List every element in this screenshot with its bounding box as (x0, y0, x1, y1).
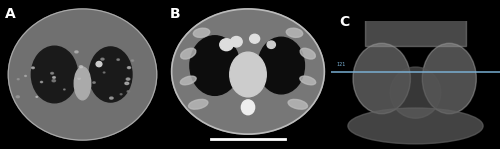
Ellipse shape (250, 34, 260, 43)
Ellipse shape (390, 67, 441, 118)
Text: A: A (5, 7, 15, 21)
Ellipse shape (89, 47, 132, 102)
Ellipse shape (127, 91, 130, 92)
Ellipse shape (242, 100, 254, 115)
Ellipse shape (104, 72, 105, 73)
Ellipse shape (422, 43, 476, 114)
Ellipse shape (180, 76, 196, 85)
Ellipse shape (32, 67, 34, 69)
Ellipse shape (172, 9, 324, 134)
Ellipse shape (78, 77, 80, 78)
Ellipse shape (64, 89, 65, 90)
Ellipse shape (188, 99, 208, 109)
Ellipse shape (267, 41, 276, 48)
Ellipse shape (110, 97, 113, 99)
Ellipse shape (32, 46, 78, 103)
Ellipse shape (125, 82, 129, 84)
Text: C: C (340, 15, 349, 29)
Ellipse shape (52, 77, 56, 78)
Ellipse shape (288, 99, 308, 109)
Ellipse shape (120, 94, 122, 95)
Ellipse shape (101, 58, 104, 60)
Ellipse shape (40, 81, 42, 83)
Ellipse shape (117, 59, 119, 60)
Ellipse shape (220, 39, 233, 51)
Ellipse shape (74, 67, 91, 100)
Ellipse shape (300, 48, 316, 59)
Ellipse shape (52, 80, 56, 82)
Ellipse shape (194, 28, 210, 37)
Ellipse shape (36, 96, 38, 97)
Text: B: B (170, 7, 180, 21)
Ellipse shape (96, 61, 102, 67)
Ellipse shape (300, 76, 316, 85)
Ellipse shape (80, 66, 82, 68)
Ellipse shape (75, 51, 78, 53)
Ellipse shape (8, 9, 157, 140)
Text: 121: 121 (336, 62, 345, 67)
Ellipse shape (258, 37, 304, 94)
Ellipse shape (126, 78, 130, 80)
Ellipse shape (16, 96, 20, 98)
Ellipse shape (93, 82, 96, 83)
Ellipse shape (348, 108, 483, 144)
Ellipse shape (180, 48, 196, 59)
Ellipse shape (18, 79, 19, 80)
Bar (365, 18, 466, 46)
Ellipse shape (50, 72, 53, 74)
Ellipse shape (230, 52, 266, 97)
Ellipse shape (230, 37, 242, 47)
Ellipse shape (190, 36, 240, 95)
Ellipse shape (353, 43, 410, 114)
Ellipse shape (286, 28, 302, 37)
Ellipse shape (24, 75, 26, 76)
Ellipse shape (128, 67, 130, 69)
Ellipse shape (132, 60, 134, 61)
Ellipse shape (78, 78, 80, 79)
